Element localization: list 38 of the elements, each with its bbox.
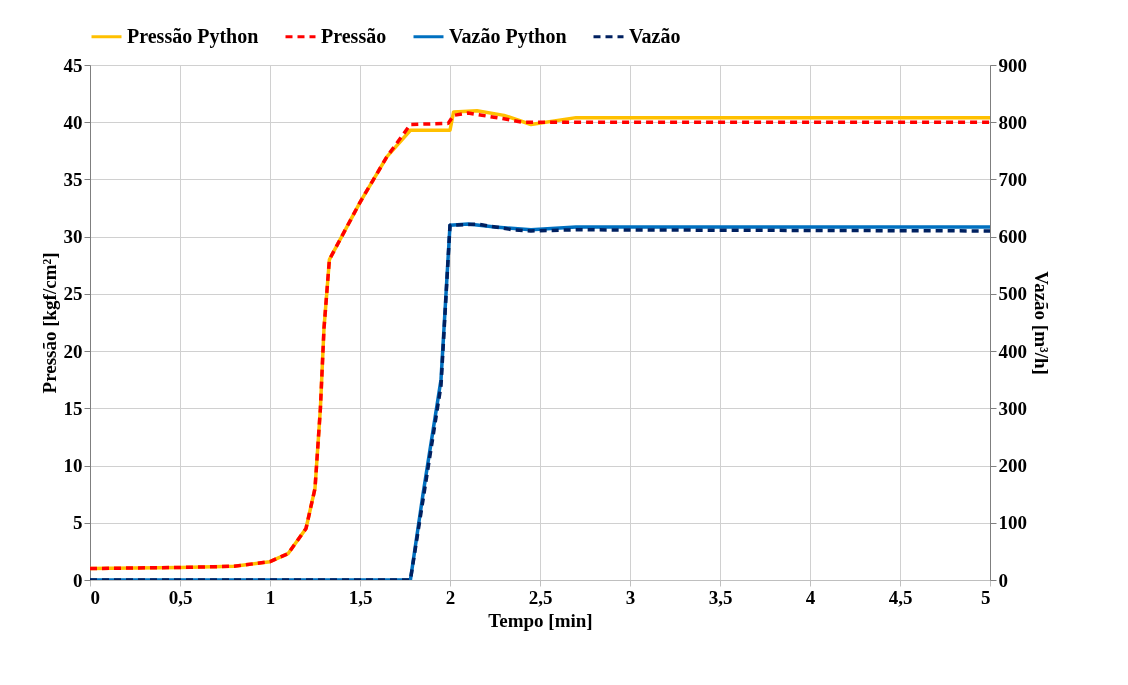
y-tick-label: 45 xyxy=(63,54,83,76)
x-axis-title: Tempo [min] xyxy=(488,609,593,631)
x-tick-label: 4 xyxy=(805,586,816,608)
x-tick-label: 1 xyxy=(265,586,276,608)
y2-tick-label: 0 xyxy=(998,569,1008,591)
y-axis-title: Pressão [kgf/cm²] xyxy=(38,252,60,394)
y-tick-label: 0 xyxy=(73,569,83,591)
x-tick-label: 1,5 xyxy=(348,586,373,608)
y2-tick-label: 500 xyxy=(998,283,1027,305)
x-tick-label: 5 xyxy=(981,586,991,608)
y-tick-label: 30 xyxy=(63,226,83,248)
y2-tick-label: 100 xyxy=(998,512,1027,534)
y2-tick-label: 900 xyxy=(998,54,1027,76)
x-tick-label: 4,5 xyxy=(888,586,913,608)
legend-label: Vazão Python xyxy=(449,24,567,48)
y-tick-label: 20 xyxy=(63,340,83,362)
x-tick-label: 0,5 xyxy=(168,586,193,608)
y2-tick-label: 300 xyxy=(998,397,1027,419)
x-tick-label: 0 xyxy=(90,586,100,608)
y-tick-label: 25 xyxy=(63,283,83,305)
y2-tick-label: 400 xyxy=(998,340,1027,362)
y-tick-label: 15 xyxy=(63,397,83,419)
y-tick-label: 5 xyxy=(73,512,83,534)
x-tick-label: 3,5 xyxy=(708,586,733,608)
y2-tick-label: 200 xyxy=(998,455,1027,477)
legend-label: Pressão Python xyxy=(127,24,259,48)
y-tick-label: 35 xyxy=(63,168,83,190)
legend-label: Pressão xyxy=(321,24,387,47)
y2-tick-label: 800 xyxy=(998,111,1027,133)
x-tick-label: 2 xyxy=(445,586,456,608)
x-tick-label: 3 xyxy=(625,586,636,608)
y-tick-label: 10 xyxy=(63,455,83,477)
x-tick-label: 2,5 xyxy=(528,586,553,608)
y2-tick-label: 600 xyxy=(998,226,1027,248)
y2-axis-title: Vazão [m³/h] xyxy=(1031,271,1052,375)
y2-tick-label: 700 xyxy=(998,168,1027,190)
legend-label: Vazão xyxy=(629,24,681,47)
y-tick-label: 40 xyxy=(63,111,83,133)
